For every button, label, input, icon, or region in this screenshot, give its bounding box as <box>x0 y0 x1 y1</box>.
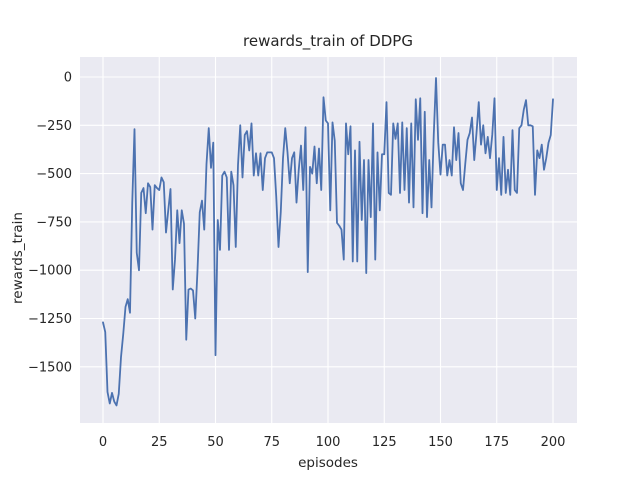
y-tick-label: −750 <box>36 215 72 230</box>
x-tick-label: 0 <box>99 435 107 450</box>
x-tick-label: 50 <box>207 435 224 450</box>
x-tick-labels: 0 25 50 75 100 125 150 175 200 <box>99 435 566 450</box>
x-tick-label: 200 <box>541 435 566 450</box>
x-tick-label: 100 <box>316 435 341 450</box>
y-tick-label: 0 <box>64 71 72 86</box>
x-tick-label: 25 <box>151 435 168 450</box>
x-tick-label: 175 <box>484 435 509 450</box>
series-line-ddpg-rewards <box>102 77 554 407</box>
y-tick-label: −1500 <box>28 360 72 375</box>
y-tick-label: −250 <box>36 119 72 134</box>
y-tick-label: −1000 <box>28 264 72 279</box>
x-axis-label: episodes <box>298 455 358 471</box>
x-tick-label: 75 <box>263 435 280 450</box>
y-axis-label: rewards_train <box>10 212 26 304</box>
x-tick-label: 125 <box>372 435 397 450</box>
chart-title: rewards_train of DDPG <box>243 32 413 51</box>
y-tick-label: −1250 <box>28 312 72 327</box>
y-tick-labels: 0 −250 −500 −750 −1000 −1250 −1500 <box>28 71 72 376</box>
x-tick-label: 150 <box>428 435 453 450</box>
y-tick-label: −500 <box>36 167 72 182</box>
